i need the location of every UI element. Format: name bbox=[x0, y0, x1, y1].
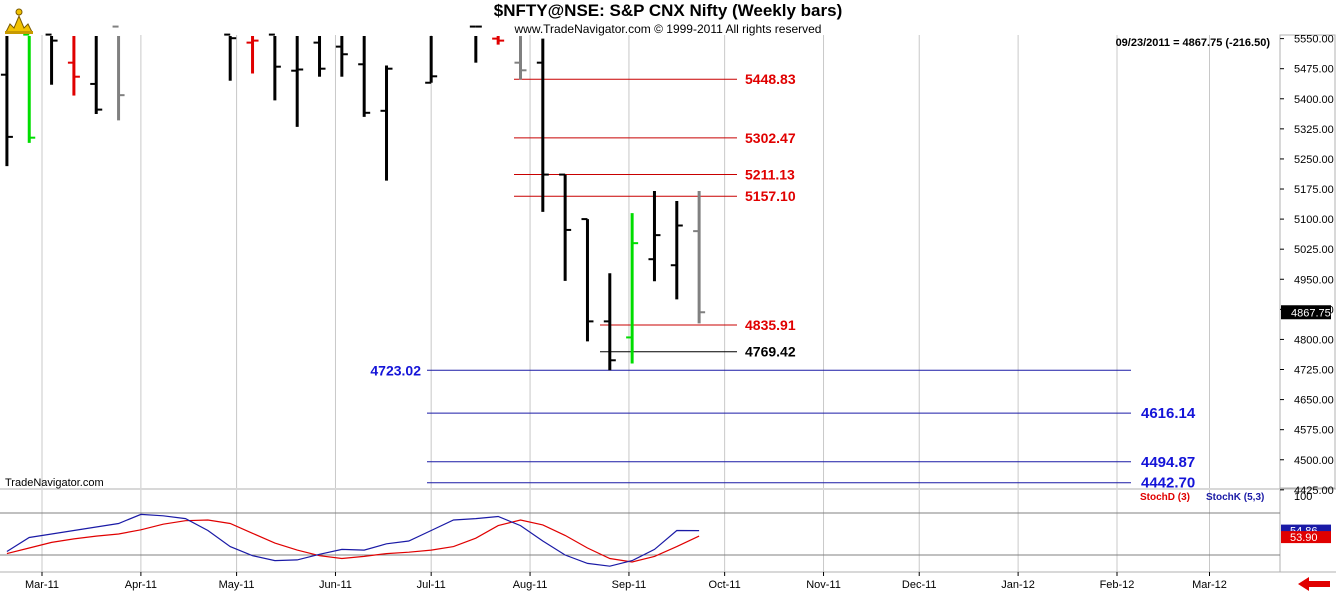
date-tick-label: Aug-11 bbox=[513, 579, 548, 591]
last-price-tag bbox=[1281, 305, 1331, 320]
price-axis-frame bbox=[1279, 34, 1336, 489]
price-tick-label: 5325.00 bbox=[1294, 124, 1334, 136]
stochastic-panel: 10054.8653.90 bbox=[0, 491, 1331, 567]
date-tick-label: Apr-11 bbox=[125, 579, 157, 591]
level-label: 4616.14 bbox=[1141, 405, 1196, 422]
price-tick-label: 4950.00 bbox=[1294, 274, 1334, 286]
price-tick-label: 4500.00 bbox=[1294, 455, 1334, 467]
price-tick-label: 5400.00 bbox=[1294, 94, 1334, 106]
stoch-d-legend: StochD (3) bbox=[1140, 492, 1190, 503]
stoch-d-tag-label: 53.90 bbox=[1290, 532, 1318, 544]
month-gridlines bbox=[41, 35, 1211, 572]
left-arrow-icon[interactable] bbox=[1297, 576, 1331, 592]
price-tick-label: 5250.00 bbox=[1294, 154, 1334, 166]
panel-frames bbox=[0, 34, 1336, 573]
copyright-text: www.TradeNavigator.com © 1999-2011 All r… bbox=[514, 22, 822, 36]
price-tick-label: 5100.00 bbox=[1294, 214, 1334, 226]
level-label: 4723.02 bbox=[370, 362, 421, 378]
price-tick-label: 4425.00 bbox=[1294, 485, 1334, 497]
price-axis: 5550.00 5475.00 5400.00 5325.00 5250.00 5175.… bbox=[1280, 34, 1334, 497]
watermark-text: TradeNavigator.com bbox=[5, 477, 104, 489]
price-tick-label: 5475.00 bbox=[1294, 64, 1334, 76]
level-label: 5211.13 bbox=[745, 167, 795, 183]
trade-navigator-logo-icon bbox=[5, 8, 33, 34]
level-label: 4494.87 bbox=[1141, 454, 1195, 471]
date-tick-label: Oct-11 bbox=[709, 579, 741, 591]
date-tick-label: Feb-12 bbox=[1100, 579, 1135, 591]
stoch-line bbox=[6, 513, 700, 567]
last-value-readout: 09/23/2011 = 4867.75 (-216.50) bbox=[1115, 37, 1270, 49]
stoch-k-legend: StochK (5,3) bbox=[1206, 492, 1265, 503]
price-tick-label: 4575.00 bbox=[1294, 425, 1334, 437]
level-label: 5448.83 bbox=[745, 71, 796, 87]
date-tick-label: May-11 bbox=[219, 579, 255, 591]
level-label: 5302.47 bbox=[745, 130, 796, 146]
date-tick-label: Nov-11 bbox=[806, 579, 841, 591]
chart-title: $NFTY@NSE: S&P CNX Nifty (Weekly bars) bbox=[493, 1, 843, 20]
price-tick-label: 5025.00 bbox=[1294, 244, 1334, 256]
date-tick-label: Mar-12 bbox=[1192, 579, 1227, 591]
level-label: 4442.70 bbox=[1141, 475, 1195, 492]
price-tick-label: 4800.00 bbox=[1294, 334, 1334, 346]
stoch-axis-label: 100 bbox=[1294, 491, 1312, 503]
stoch-d-tag bbox=[1281, 531, 1331, 544]
price-tick-label: 4725.00 bbox=[1294, 365, 1334, 377]
price-tick-label: 4650.00 bbox=[1294, 395, 1334, 407]
price-tick-label: 5550.00 bbox=[1294, 34, 1334, 46]
price-levels: 5448.83 5302.47 5211.13 5157.10 4835.91 4769.… bbox=[370, 71, 1195, 492]
stoch-line bbox=[6, 519, 700, 563]
date-tick-label: Mar-11 bbox=[25, 579, 59, 591]
price-tick-label: 5175.00 bbox=[1294, 184, 1334, 196]
level-label: 4835.91 bbox=[745, 317, 796, 333]
date-tick-label: Jan-12 bbox=[1001, 579, 1035, 591]
date-tick-label: Jun-11 bbox=[319, 579, 352, 591]
level-label: 5157.10 bbox=[745, 188, 796, 204]
last-price-tag-label: 4867.75 bbox=[1291, 307, 1331, 319]
date-axis: Mar-11 Apr-11 May-11 Jun-11 Jul-11 Aug-11 Sep-… bbox=[25, 572, 1227, 591]
date-tick-label: Sep-11 bbox=[612, 579, 647, 591]
date-tick-label: Jul-11 bbox=[417, 579, 446, 591]
date-tick-label: Dec-11 bbox=[902, 579, 937, 591]
price-bars bbox=[0, 25, 706, 371]
level-label: 4769.42 bbox=[745, 344, 796, 360]
